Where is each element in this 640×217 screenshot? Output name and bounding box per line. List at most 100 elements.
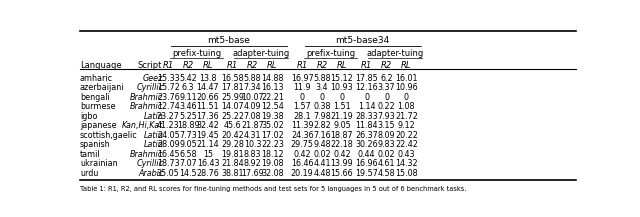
Text: 16.97: 16.97 bbox=[291, 74, 314, 83]
Text: 29.75: 29.75 bbox=[291, 140, 314, 149]
Text: 12.74: 12.74 bbox=[157, 102, 180, 111]
Text: 9.11: 9.11 bbox=[179, 93, 197, 102]
Text: 9.83: 9.83 bbox=[378, 140, 396, 149]
Text: 15.33: 15.33 bbox=[157, 74, 180, 83]
Text: 38.81: 38.81 bbox=[221, 169, 244, 178]
Text: 15.12: 15.12 bbox=[330, 74, 353, 83]
Text: 5.88: 5.88 bbox=[244, 74, 261, 83]
Text: japanese: japanese bbox=[80, 121, 116, 130]
Text: 7.16: 7.16 bbox=[313, 131, 331, 140]
Text: 11.9: 11.9 bbox=[293, 84, 311, 92]
Text: 3.4: 3.4 bbox=[316, 84, 328, 92]
Text: 4.58: 4.58 bbox=[378, 169, 396, 178]
Text: 3.15: 3.15 bbox=[378, 121, 396, 130]
Text: RL: RL bbox=[337, 61, 347, 70]
Text: Script: Script bbox=[137, 61, 162, 70]
Text: 10.07: 10.07 bbox=[241, 93, 264, 102]
Text: 21.72: 21.72 bbox=[395, 112, 418, 121]
Text: 15.08: 15.08 bbox=[395, 169, 418, 178]
Text: 2.82: 2.82 bbox=[313, 121, 331, 130]
Text: 5.88: 5.88 bbox=[313, 74, 331, 83]
Text: 18.12: 18.12 bbox=[261, 150, 284, 159]
Text: 19.57: 19.57 bbox=[355, 169, 378, 178]
Text: 3.46: 3.46 bbox=[179, 102, 197, 111]
Text: 18.87: 18.87 bbox=[331, 131, 353, 140]
Text: urdu: urdu bbox=[80, 169, 99, 178]
Text: 24.05: 24.05 bbox=[157, 131, 180, 140]
Text: 17.85: 17.85 bbox=[355, 74, 378, 83]
Text: 4.09: 4.09 bbox=[244, 102, 261, 111]
Text: 7.07: 7.07 bbox=[179, 159, 197, 168]
Text: Language: Language bbox=[80, 61, 122, 70]
Text: Kan,Hi,Kat: Kan,Hi,Kat bbox=[122, 121, 163, 130]
Text: Latin: Latin bbox=[143, 112, 163, 121]
Text: 0.38: 0.38 bbox=[314, 102, 331, 111]
Text: prefix-tuing: prefix-tuing bbox=[172, 49, 221, 58]
Text: 0: 0 bbox=[364, 93, 369, 102]
Text: Brahmic: Brahmic bbox=[130, 93, 163, 102]
Text: RL: RL bbox=[203, 61, 213, 70]
Text: 0: 0 bbox=[319, 93, 324, 102]
Text: 21.14: 21.14 bbox=[196, 140, 220, 149]
Text: 16.45: 16.45 bbox=[157, 150, 180, 159]
Text: R2: R2 bbox=[247, 61, 258, 70]
Text: 7.73: 7.73 bbox=[179, 131, 197, 140]
Text: 7.34: 7.34 bbox=[244, 84, 261, 92]
Text: 28.09: 28.09 bbox=[157, 140, 180, 149]
Text: 0.42: 0.42 bbox=[333, 150, 351, 159]
Text: Brahmic: Brahmic bbox=[130, 150, 163, 159]
Text: 24.36: 24.36 bbox=[291, 131, 314, 140]
Text: 6.2: 6.2 bbox=[380, 74, 393, 83]
Text: 8.92: 8.92 bbox=[244, 159, 262, 168]
Text: Arabic: Arabic bbox=[138, 169, 163, 178]
Text: 16.43: 16.43 bbox=[196, 159, 220, 168]
Text: 16.13: 16.13 bbox=[261, 84, 284, 92]
Text: adapter-tuing: adapter-tuing bbox=[232, 49, 290, 58]
Text: 28.76: 28.76 bbox=[196, 169, 220, 178]
Text: 3.37: 3.37 bbox=[378, 84, 396, 92]
Text: 22.42: 22.42 bbox=[395, 140, 418, 149]
Text: 32.42: 32.42 bbox=[196, 121, 220, 130]
Text: burmese: burmese bbox=[80, 102, 115, 111]
Text: RL: RL bbox=[401, 61, 412, 70]
Text: azerbaijani: azerbaijani bbox=[80, 84, 125, 92]
Text: amharic: amharic bbox=[80, 74, 113, 83]
Text: mt5-base34: mt5-base34 bbox=[335, 36, 390, 45]
Text: 6.58: 6.58 bbox=[179, 150, 197, 159]
Text: 20.66: 20.66 bbox=[196, 93, 220, 102]
Text: 10.3: 10.3 bbox=[244, 140, 261, 149]
Text: 18.73: 18.73 bbox=[157, 159, 180, 168]
Text: 0.43: 0.43 bbox=[397, 150, 415, 159]
Text: 15: 15 bbox=[203, 150, 213, 159]
Text: 0.44: 0.44 bbox=[358, 150, 376, 159]
Text: 21.84: 21.84 bbox=[221, 159, 244, 168]
Text: 11.51: 11.51 bbox=[196, 102, 220, 111]
Text: ukrainian: ukrainian bbox=[80, 159, 118, 168]
Text: 32.08: 32.08 bbox=[261, 169, 284, 178]
Text: 26.37: 26.37 bbox=[355, 131, 378, 140]
Text: 41.23: 41.23 bbox=[157, 121, 180, 130]
Text: 23.76: 23.76 bbox=[157, 93, 180, 102]
Text: 16.46: 16.46 bbox=[291, 159, 314, 168]
Text: 19.38: 19.38 bbox=[261, 112, 284, 121]
Text: 19.08: 19.08 bbox=[261, 159, 284, 168]
Text: R1: R1 bbox=[296, 61, 308, 70]
Text: 7.93: 7.93 bbox=[378, 112, 396, 121]
Text: 16.96: 16.96 bbox=[355, 159, 378, 168]
Text: 18.89: 18.89 bbox=[177, 121, 200, 130]
Text: 28.33: 28.33 bbox=[355, 112, 378, 121]
Text: R1: R1 bbox=[227, 61, 238, 70]
Text: 5.42: 5.42 bbox=[179, 74, 197, 83]
Text: tamil: tamil bbox=[80, 150, 100, 159]
Text: 1.57: 1.57 bbox=[293, 102, 311, 111]
Text: 11.84: 11.84 bbox=[355, 121, 378, 130]
Text: 14.47: 14.47 bbox=[196, 84, 220, 92]
Text: Latin: Latin bbox=[143, 140, 163, 149]
Text: 0: 0 bbox=[300, 93, 305, 102]
Text: RL: RL bbox=[267, 61, 278, 70]
Text: Table 1: R1, R2, and RL scores for fine-tuning methods and test sets for 5 langu: Table 1: R1, R2, and RL scores for fine-… bbox=[80, 186, 467, 192]
Text: 0.02: 0.02 bbox=[313, 150, 331, 159]
Text: 1.51: 1.51 bbox=[333, 102, 351, 111]
Text: 1.14: 1.14 bbox=[358, 102, 376, 111]
Text: 7.98: 7.98 bbox=[313, 112, 331, 121]
